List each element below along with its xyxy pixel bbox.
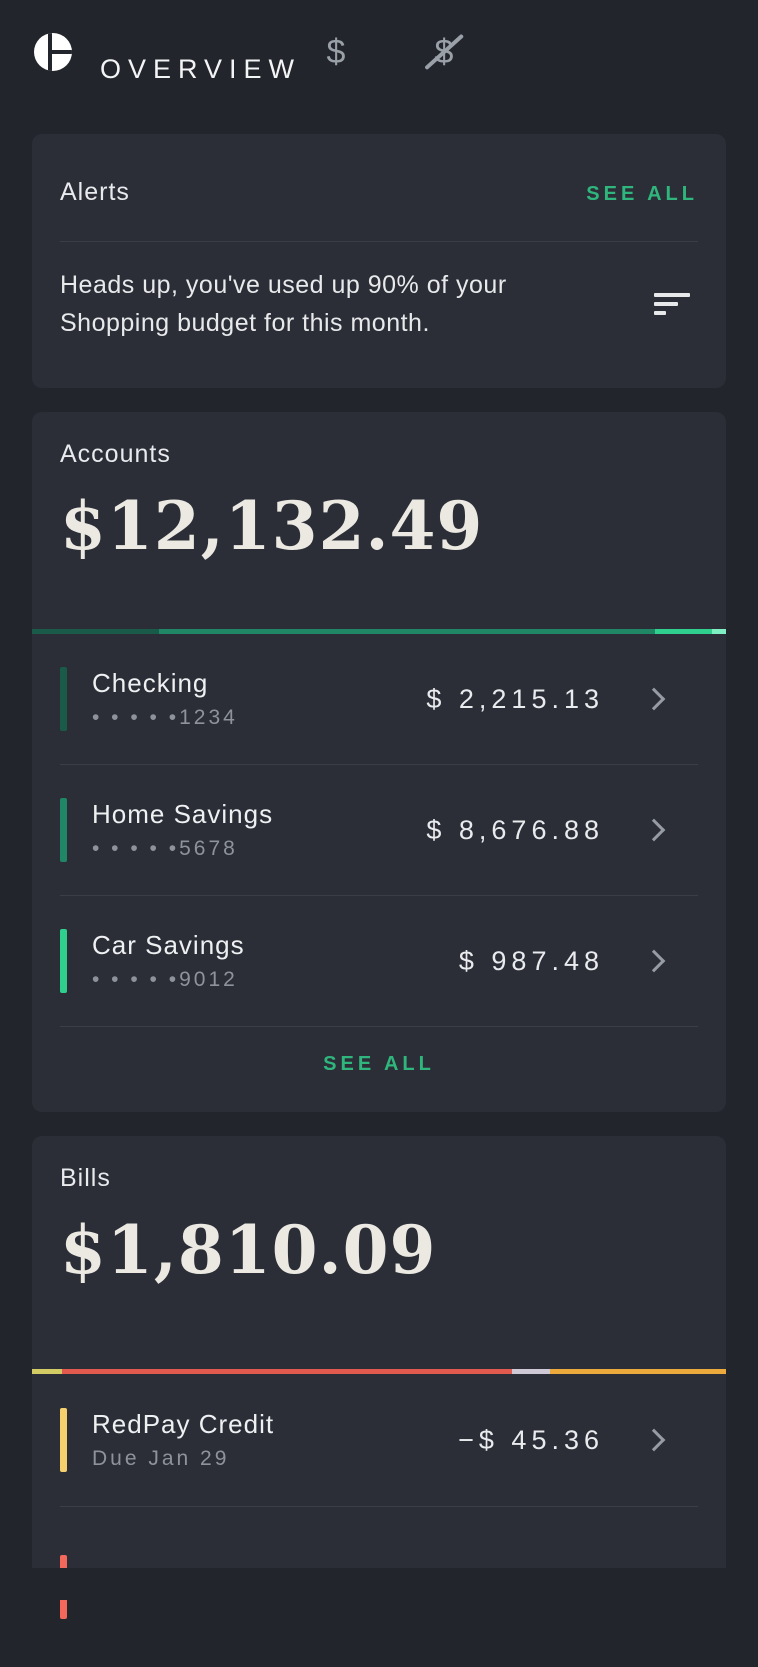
account-number-mask: • • • • •1234 [92, 706, 238, 729]
pie-chart-logo-icon [34, 33, 72, 71]
accounts-total: $12,132.49 [60, 487, 484, 565]
bill-color-marker [60, 1408, 67, 1472]
account-number-mask: • • • • •9012 [92, 968, 238, 991]
account-color-marker [60, 929, 67, 993]
account-balance: $ 2,215.13 [426, 683, 604, 714]
app-header: OVERVIEW $ $ [0, 0, 758, 104]
bill-due-date: Due Jan 29 [92, 1447, 230, 1470]
account-row-car-savings[interactable]: Car Savings • • • • •9012 $ 987.48 [60, 896, 698, 1027]
alert-list-item[interactable]: Heads up, you've used up 90% of your Sho… [60, 266, 698, 342]
chevron-right-icon [642, 818, 666, 842]
viewport-bottom-edge [0, 1568, 758, 1600]
account-color-marker [60, 667, 67, 731]
account-balance: $ 987.48 [458, 945, 604, 976]
money-off-icon[interactable]: $ [420, 28, 468, 76]
bill-row-redpay-credit[interactable]: RedPay Credit Due Jan 29 −$ 45.36 [60, 1374, 698, 1507]
bills-progress-bar [32, 1369, 726, 1374]
account-name: Home Savings [92, 799, 274, 829]
page-title: OVERVIEW [100, 54, 302, 85]
alert-message: Heads up, you've used up 90% of your Sho… [60, 271, 507, 337]
dollar-glyph: $ [326, 32, 346, 71]
bill-amount: −$ 45.36 [458, 1424, 604, 1455]
chevron-right-icon [642, 1428, 666, 1452]
accounts-card: Accounts $12,132.49 Checking • • • • •12… [32, 412, 726, 1112]
account-number-mask: • • • • •5678 [92, 837, 238, 860]
accounts-see-all-link[interactable]: SEE ALL [323, 1053, 435, 1075]
alerts-title: Alerts [60, 178, 130, 206]
money-icon[interactable]: $ [312, 28, 360, 76]
sort-bars-icon [654, 293, 692, 315]
account-row-checking[interactable]: Checking • • • • •1234 $ 2,215.13 [60, 634, 698, 765]
account-name: Car Savings [92, 930, 245, 960]
bills-card: Bills $1,810.09 RedPay Credit Due Jan 29… [32, 1136, 726, 1619]
divider [60, 241, 698, 242]
alerts-card: Alerts SEE ALL Heads up, you've used up … [32, 134, 726, 388]
account-row-home-savings[interactable]: Home Savings • • • • •5678 $ 8,676.88 [60, 765, 698, 896]
account-balance: $ 8,676.88 [426, 814, 604, 845]
account-color-marker [60, 798, 67, 862]
accounts-title: Accounts [60, 440, 171, 468]
chevron-right-icon [642, 949, 666, 973]
alerts-see-all-link[interactable]: SEE ALL [586, 183, 698, 205]
bills-total: $1,810.09 [60, 1211, 437, 1289]
bills-title: Bills [60, 1164, 111, 1192]
account-name: Checking [92, 668, 209, 698]
accounts-progress-bar [32, 629, 726, 634]
chevron-right-icon [642, 687, 666, 711]
bill-name: RedPay Credit [92, 1409, 275, 1439]
